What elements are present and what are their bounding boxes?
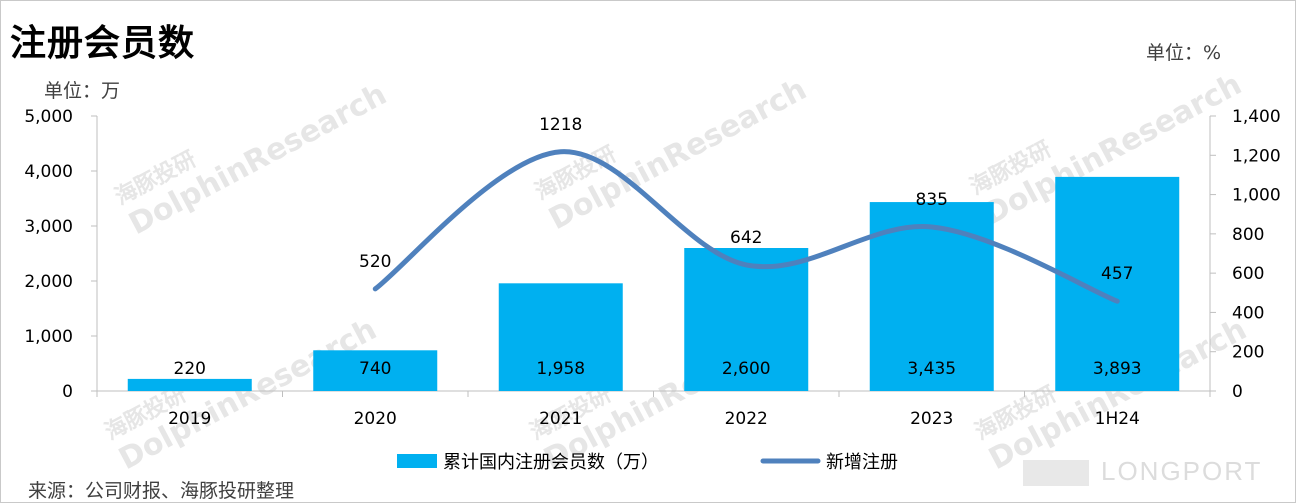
left-tick-label: 1,000 <box>24 327 73 347</box>
left-tick-label: 2,000 <box>24 272 73 292</box>
brand-watermark: LONGPORT <box>1023 456 1262 487</box>
left-tick-label: 4,000 <box>24 162 73 182</box>
line-data-label: 642 <box>730 228 762 248</box>
left-tick-label: 3,000 <box>24 217 73 237</box>
line-data-label: 457 <box>1101 264 1133 284</box>
page-title: 注册会员数 <box>10 23 196 64</box>
legend-bar-swatch <box>397 454 437 468</box>
right-tick-label: 1,000 <box>1232 186 1281 206</box>
brand-logo-icon <box>1023 460 1089 487</box>
bar <box>869 202 994 391</box>
bar <box>498 283 623 391</box>
bar <box>127 378 252 391</box>
right-tick-label: 200 <box>1232 343 1264 363</box>
legend-bar-label: 累计国内注册会员数（万） <box>443 452 659 473</box>
source-note: 来源：公司财报、海豚投研整理 <box>28 480 295 502</box>
left-tick-label: 5,000 <box>24 107 73 127</box>
x-tick-label: 2019 <box>168 409 211 429</box>
right-tick-label: 600 <box>1232 264 1264 284</box>
x-tick-label: 2023 <box>910 409 953 429</box>
right-axis-unit: 单位：% <box>1146 42 1222 64</box>
bar-data-label: 740 <box>359 359 391 379</box>
x-tick-label: 2020 <box>354 409 397 429</box>
line-data-label: 520 <box>359 252 391 272</box>
legend-line-label: 新增注册 <box>826 452 898 473</box>
bar-data-label: 3,893 <box>1093 359 1142 379</box>
right-tick-label: 0 <box>1232 382 1243 402</box>
bar <box>684 248 809 391</box>
right-tick-label: 1,400 <box>1232 107 1281 127</box>
bar-data-label: 2,600 <box>722 359 771 379</box>
x-tick-label: 2021 <box>539 409 582 429</box>
x-tick-label: 2022 <box>725 409 768 429</box>
right-tick-label: 400 <box>1232 303 1264 323</box>
right-tick-label: 1,200 <box>1232 146 1281 166</box>
line-data-label: 835 <box>916 190 948 210</box>
left-axis-unit: 单位：万 <box>44 80 121 102</box>
x-tick-label: 1H24 <box>1095 409 1140 429</box>
bar <box>313 350 438 391</box>
bar-data-label: 3,435 <box>907 359 956 379</box>
line-data-label: 1218 <box>539 115 582 135</box>
bar-data-label: 1,958 <box>536 359 585 379</box>
left-tick-label: 0 <box>62 382 73 402</box>
right-tick-label: 800 <box>1232 225 1264 245</box>
bar-data-label: 220 <box>174 359 206 379</box>
line-series-path <box>372 149 1120 304</box>
